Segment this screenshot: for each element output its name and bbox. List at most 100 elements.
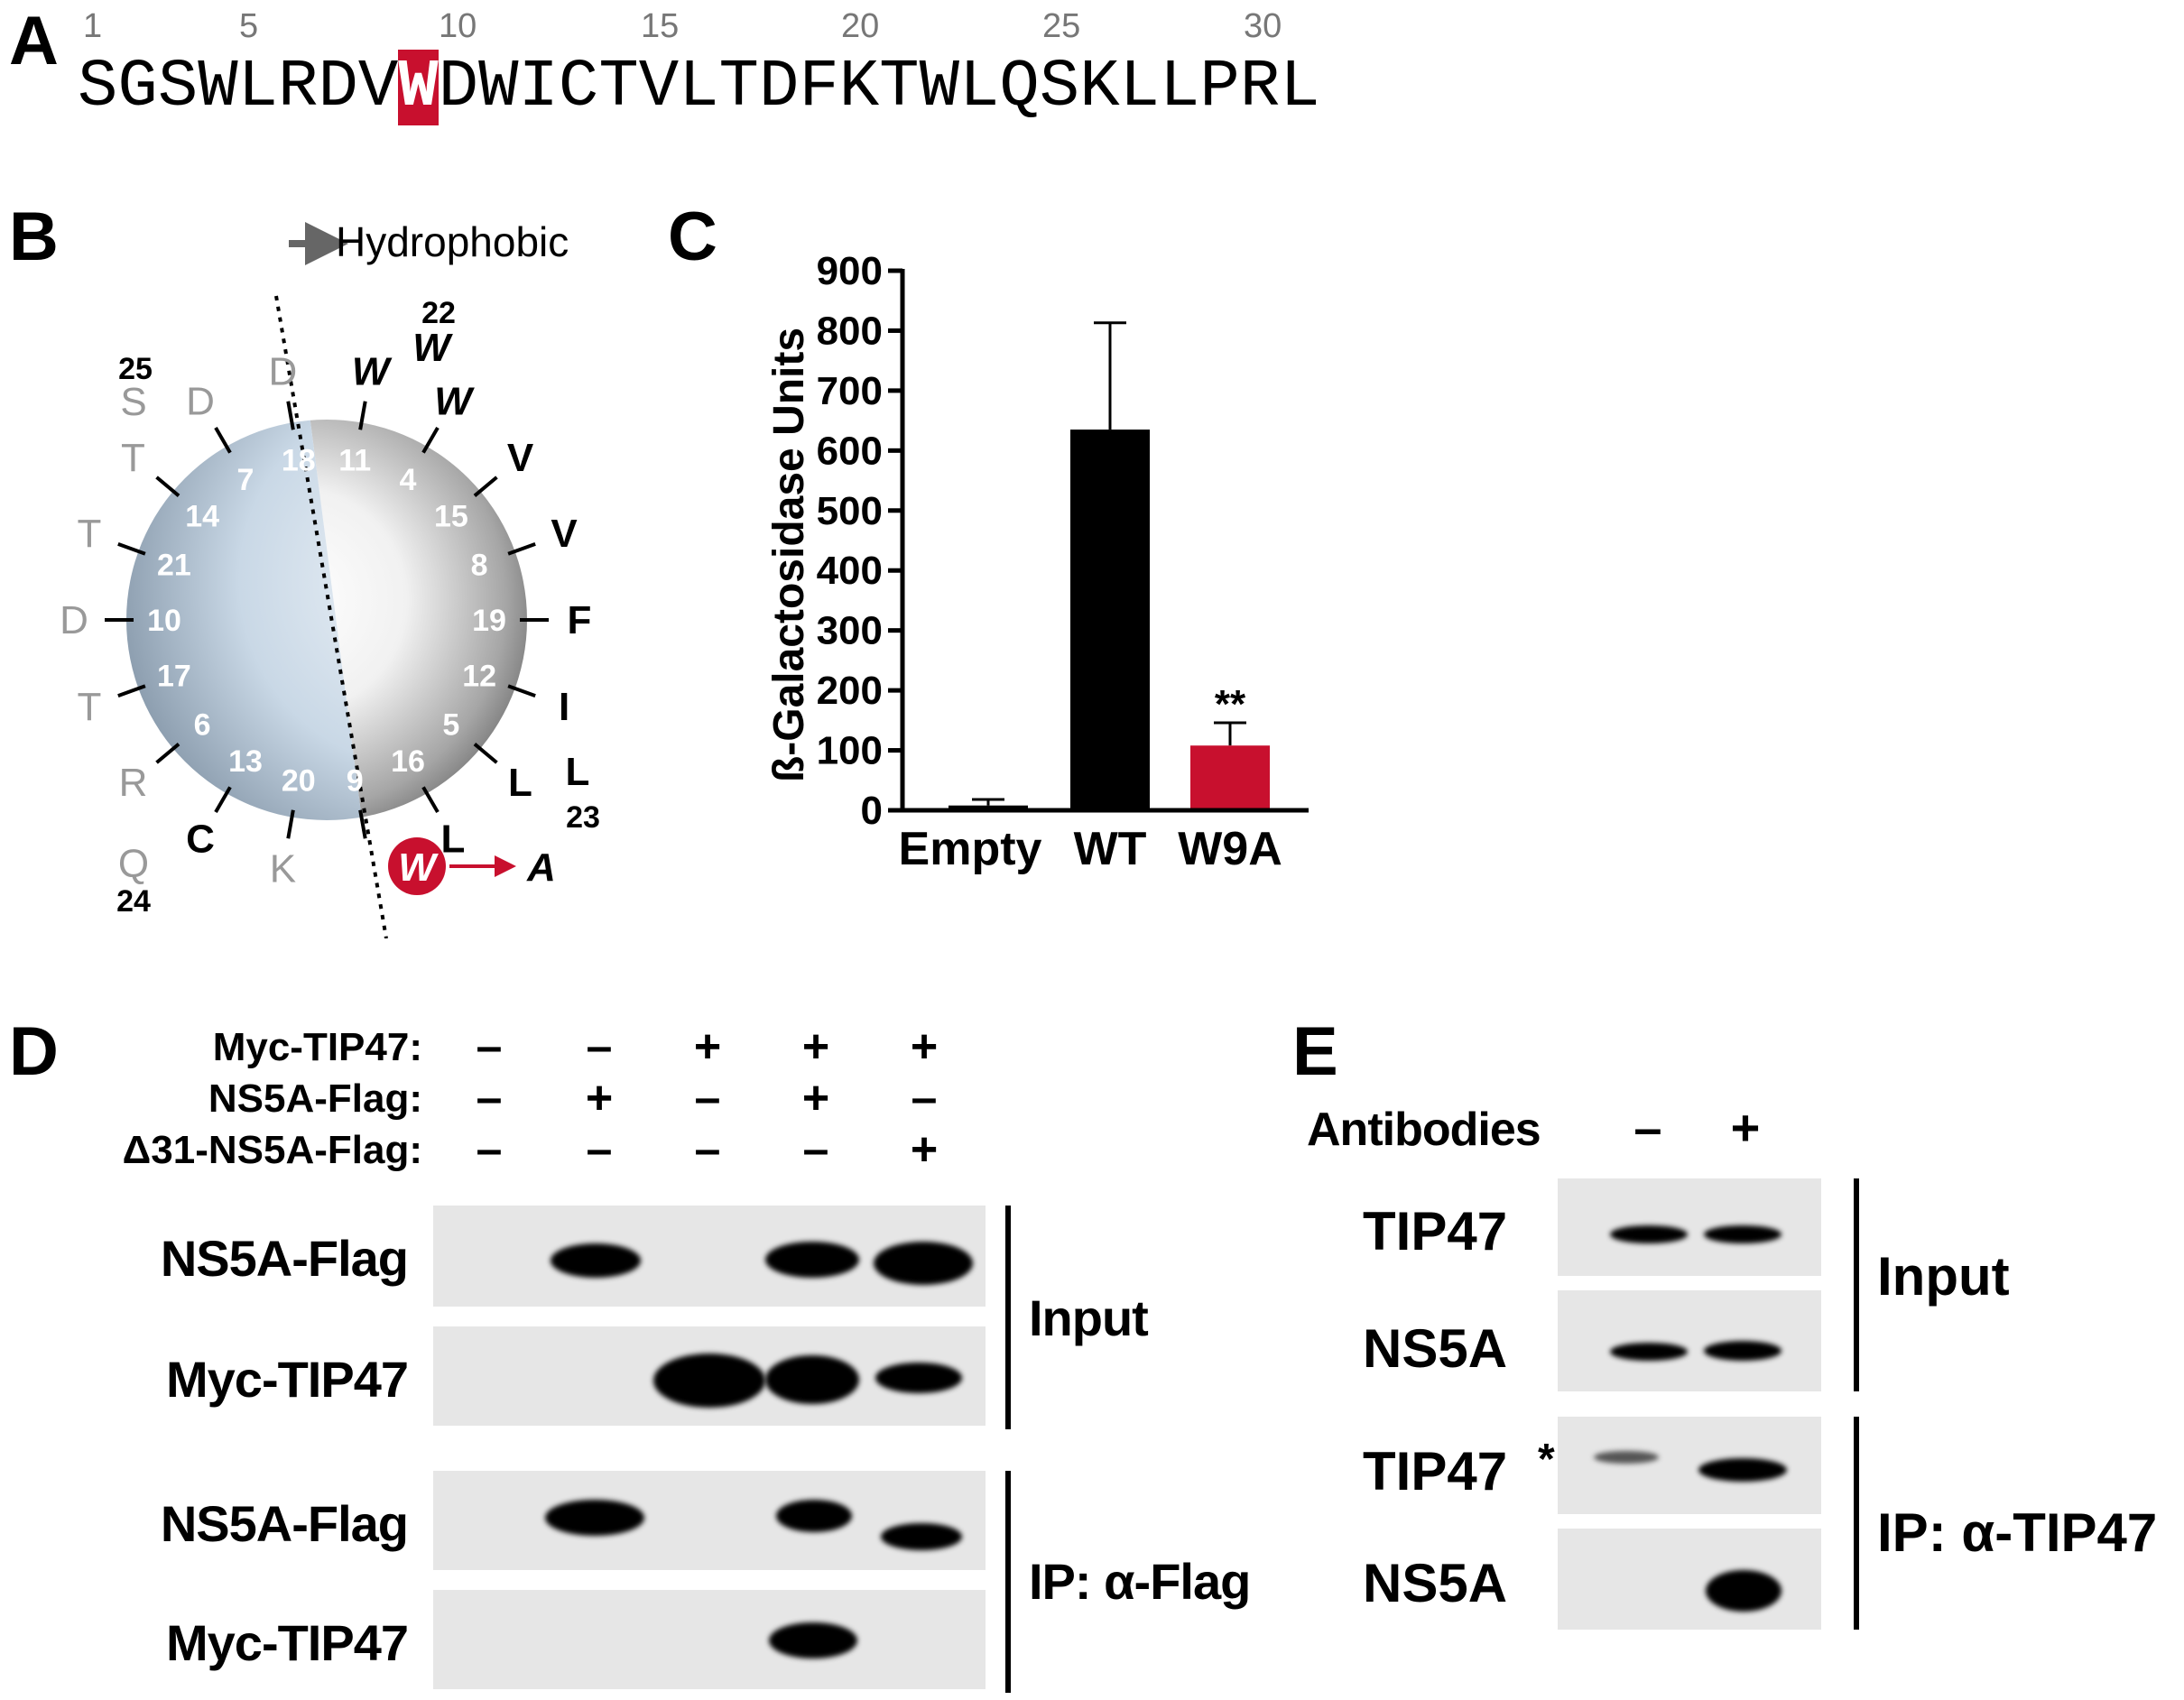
wheel-position-number: 19 — [472, 604, 506, 638]
wheel-position-number: 4 — [400, 463, 417, 497]
bar-empty — [949, 805, 1028, 810]
blot-ip-myc-tip47 — [433, 1590, 986, 1689]
lane-sign: + — [585, 1072, 614, 1124]
blot-input-myc-tip47 — [433, 1326, 986, 1426]
wheel-residue-letter: K — [270, 847, 296, 892]
wheel-spoke — [507, 541, 536, 556]
wheel-residue-letter: D — [268, 349, 297, 393]
wheel-residue-letter: L — [508, 761, 532, 805]
blot-band — [881, 1523, 962, 1550]
blot-input-ns5a-flag — [433, 1206, 986, 1307]
sequence-part: DWICTVLTDFKTWLQSKLLPRL — [438, 50, 1320, 125]
blot-band — [769, 1622, 857, 1658]
wheel-residue-letter: T — [77, 512, 101, 556]
wheel-spoke — [286, 401, 295, 430]
group-label-ip-flag: IP: α-Flag — [1029, 1553, 1251, 1610]
wheel-position-number: 11 — [338, 444, 371, 478]
y-tick-label: 800 — [817, 309, 883, 353]
blot-label-ip-ns5a: NS5A — [1363, 1553, 1508, 1613]
mutated-residue-circle — [388, 837, 446, 895]
wheel-position-number: 12 — [462, 660, 496, 694]
y-tick-label: 0 — [861, 789, 883, 833]
wheel-spoke — [421, 426, 440, 454]
blot-label-input-myc-tip47: Myc-TIP47 — [166, 1351, 409, 1408]
seq-number: 25 — [1042, 7, 1081, 45]
blot-e-input-ns5a — [1558, 1290, 1821, 1391]
group-bracket-e-ip — [1854, 1417, 1859, 1630]
blot-label-ip-tip47: TIP47 — [1363, 1441, 1508, 1501]
lane-sign: – — [911, 1072, 938, 1124]
blot-label-input-ns5a: NS5A — [1363, 1318, 1508, 1379]
lane-sign: – — [694, 1072, 721, 1124]
wheel-spoke — [358, 401, 367, 430]
wheel-residue-letter: F — [568, 598, 592, 642]
wheel-residue-letter: R — [119, 761, 148, 805]
seq-number: 10 — [439, 7, 477, 45]
blot-band — [1704, 1341, 1781, 1361]
mutation-to-label: A — [526, 845, 556, 890]
wheel-residue-letter: V — [551, 512, 578, 556]
lane-sign: + — [801, 1021, 830, 1073]
wheel-spoke — [214, 426, 232, 454]
lane-sign: – — [694, 1123, 721, 1176]
blot-band — [776, 1500, 852, 1532]
wheel-position-number: 18 — [282, 444, 316, 478]
condition-label-myc-tip47: Myc-TIP47: — [212, 1025, 422, 1069]
wheel-position-number: 20 — [282, 763, 316, 798]
wheel-spoke — [473, 743, 498, 764]
lane-sign: – — [476, 1021, 503, 1073]
nonspecific-asterisk: * — [1538, 1436, 1555, 1483]
condition-label-ns5a-flag: NS5A-Flag: — [208, 1076, 422, 1121]
seq-number: 15 — [641, 7, 680, 45]
wheel-spoke — [507, 684, 536, 698]
bar-w9a — [1190, 745, 1270, 810]
seq-number: 5 — [239, 7, 259, 45]
wheel-spoke — [473, 476, 498, 497]
group-label-e-input: Input — [1877, 1246, 2010, 1307]
y-tick-label: 700 — [817, 369, 883, 413]
hydrophobic-boundary-line — [274, 295, 388, 938]
y-tick-label: 900 — [817, 249, 883, 293]
blot-band — [1610, 1225, 1688, 1243]
wheel-position-number: 13 — [228, 744, 263, 779]
helix-circle — [126, 420, 527, 820]
wheel-residue-letter: D — [60, 598, 88, 642]
lane-sign: – — [802, 1123, 829, 1176]
wheel-residue-letter: C — [186, 817, 215, 861]
highlighted-residue: W — [398, 50, 439, 125]
lane-sign: + — [910, 1021, 939, 1073]
group-bracket-e-input — [1854, 1178, 1859, 1391]
y-tick-label: 500 — [817, 489, 883, 533]
wheel-position-number: 17 — [157, 660, 191, 694]
blot-band — [1610, 1343, 1688, 1361]
wheel-residue-letter: I — [559, 685, 569, 729]
residue-letter-label: L — [566, 750, 590, 794]
group-bracket-ip — [1005, 1471, 1011, 1693]
blot-band — [765, 1355, 859, 1404]
wheel-spoke — [358, 809, 367, 839]
lane-sign: – — [586, 1021, 613, 1073]
blot-label-ip-ns5a: NS5A-Flag — [160, 1495, 409, 1552]
group-label-ip-tip47: IP: α-TIP47 — [1877, 1502, 2158, 1563]
residue-number-label: 25 — [118, 352, 153, 386]
wheel-residue-letter: D — [186, 380, 215, 424]
x-category-label: Empty — [899, 823, 1042, 875]
wheel-spoke — [117, 541, 146, 556]
wheel-spoke — [286, 809, 295, 839]
seq-number: 1 — [83, 7, 103, 45]
mutation-marker: W A — [388, 837, 556, 895]
wheel-residue-letter: L — [441, 817, 466, 861]
wheel-residue-letter: T — [121, 436, 145, 480]
peptide-sequence: SGSWLRDVWDWICTVLTDFKTWLQSKLLPRL — [78, 50, 1320, 125]
blot-e-input-tip47 — [1558, 1178, 1821, 1276]
residue-number-label: 23 — [566, 800, 600, 835]
blot-band — [1704, 1225, 1781, 1243]
wheel-position-number: 21 — [157, 548, 191, 582]
blot-band — [653, 1354, 765, 1408]
wheel-spoke — [117, 684, 146, 698]
y-tick-label: 400 — [817, 549, 883, 593]
wheel-position-number: 8 — [471, 548, 488, 582]
panel-letter-b: B — [9, 199, 59, 275]
residue-letter-label: S — [120, 380, 146, 424]
condition-label-delta31-ns5a-flag: Δ31-NS5A-Flag: — [122, 1128, 422, 1172]
